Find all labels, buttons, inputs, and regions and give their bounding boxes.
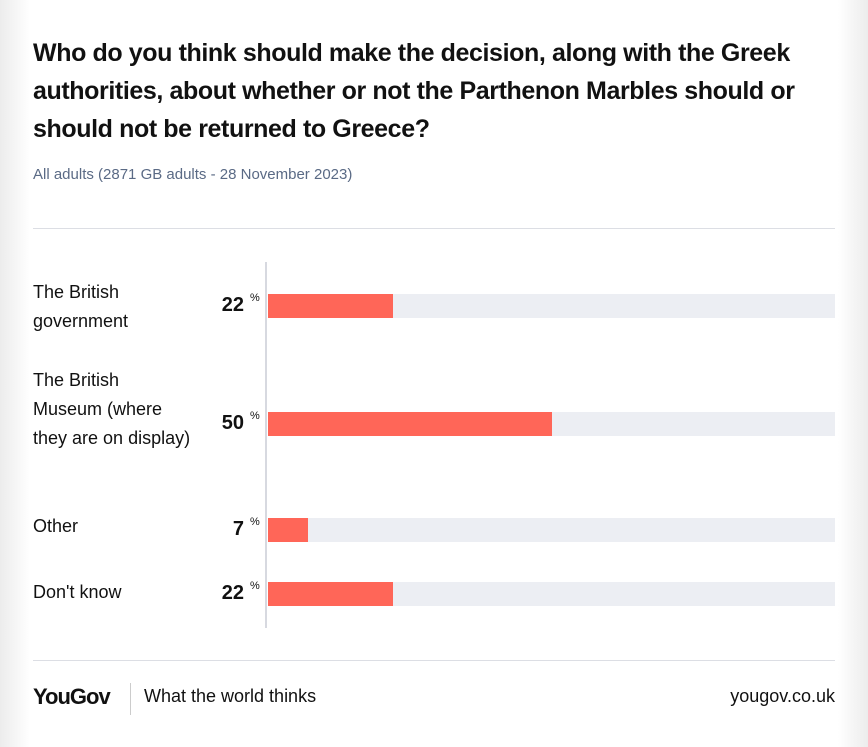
footer-separator: [130, 683, 131, 715]
axis-line: [265, 262, 267, 628]
percent-sign: %: [250, 292, 260, 304]
data-label: 22: [221, 582, 244, 604]
chart-title: Who do you think should make the decisio…: [33, 39, 795, 143]
top-divider: [33, 228, 835, 229]
percent-sign: %: [250, 410, 260, 422]
category-label: Don't know: [33, 582, 122, 602]
data-label: 7: [232, 518, 244, 540]
bar: [268, 412, 552, 436]
data-label: 22: [221, 294, 244, 316]
percent-sign: %: [250, 580, 260, 592]
category-label: The British Museum (where they are on di…: [33, 370, 191, 448]
bar: [268, 582, 393, 606]
bar-track: [268, 518, 835, 542]
bar: [268, 294, 393, 318]
chart-subtitle: All adults (2871 GB adults - 28 November…: [33, 166, 353, 183]
bottom-divider: [33, 660, 835, 661]
site-link[interactable]: yougov.co.uk: [730, 686, 835, 706]
chart-header: Who do you think should make the decisio…: [33, 34, 838, 183]
bar-track: [268, 582, 835, 606]
bar-track: [268, 294, 835, 318]
category-label: The British government: [33, 282, 129, 331]
bar: [268, 518, 308, 542]
percent-sign: %: [250, 516, 260, 528]
bar-track: [268, 412, 835, 436]
yougov-logo: YouGov: [33, 684, 111, 709]
tagline: What the world thinks: [144, 686, 317, 706]
category-label: Other: [33, 516, 79, 536]
data-label: 50: [221, 412, 244, 434]
